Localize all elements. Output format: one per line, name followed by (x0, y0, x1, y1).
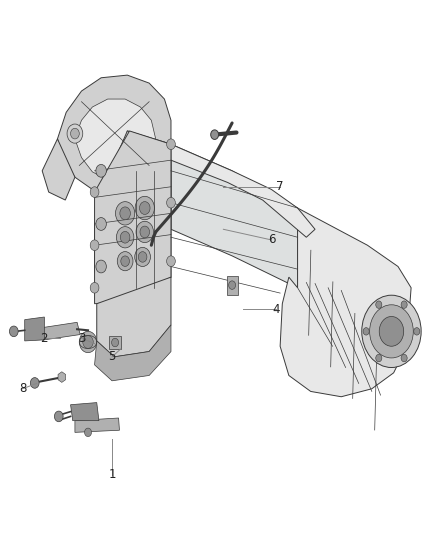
Bar (227, 276, 238, 295)
Circle shape (140, 226, 150, 238)
Circle shape (116, 201, 135, 225)
Circle shape (90, 187, 99, 197)
Circle shape (85, 428, 92, 437)
Circle shape (362, 295, 421, 368)
Circle shape (414, 328, 420, 335)
Circle shape (138, 252, 147, 262)
Circle shape (120, 207, 131, 220)
Text: 2: 2 (40, 332, 47, 345)
Polygon shape (75, 418, 120, 432)
Circle shape (96, 260, 106, 273)
Circle shape (376, 301, 382, 309)
Circle shape (166, 197, 175, 208)
Circle shape (71, 128, 79, 139)
Circle shape (135, 247, 150, 266)
Circle shape (30, 377, 39, 388)
Circle shape (401, 354, 407, 362)
Polygon shape (57, 75, 171, 195)
Circle shape (136, 221, 153, 243)
Circle shape (166, 139, 175, 150)
Polygon shape (25, 317, 44, 341)
Polygon shape (95, 131, 171, 301)
Text: 6: 6 (268, 233, 275, 246)
Circle shape (379, 317, 404, 346)
Circle shape (10, 326, 18, 337)
Circle shape (166, 256, 175, 266)
Polygon shape (171, 144, 297, 288)
Text: 3: 3 (78, 332, 85, 345)
Text: 5: 5 (108, 350, 116, 364)
Polygon shape (280, 208, 411, 397)
Text: 4: 4 (272, 303, 279, 316)
Circle shape (376, 354, 382, 362)
Circle shape (121, 256, 130, 266)
Circle shape (79, 332, 97, 353)
Circle shape (83, 336, 93, 349)
Polygon shape (127, 131, 315, 237)
Polygon shape (95, 131, 171, 304)
Circle shape (117, 227, 134, 248)
Circle shape (67, 124, 83, 143)
Text: 8: 8 (19, 382, 26, 395)
Circle shape (139, 201, 150, 214)
Polygon shape (42, 139, 75, 200)
Polygon shape (75, 99, 155, 180)
Polygon shape (71, 402, 99, 421)
Circle shape (54, 411, 63, 422)
Text: 1: 1 (108, 469, 116, 481)
Circle shape (117, 252, 133, 271)
Circle shape (363, 328, 369, 335)
Circle shape (90, 282, 99, 293)
Circle shape (96, 217, 106, 230)
Circle shape (112, 338, 119, 347)
Circle shape (96, 165, 106, 177)
Circle shape (211, 130, 219, 140)
Text: 7: 7 (276, 180, 284, 193)
Circle shape (370, 305, 413, 358)
Bar (109, 336, 121, 349)
Circle shape (120, 231, 130, 243)
Polygon shape (42, 322, 80, 340)
Circle shape (229, 281, 236, 289)
Circle shape (401, 301, 407, 309)
Polygon shape (97, 277, 171, 357)
Circle shape (90, 240, 99, 251)
Polygon shape (95, 325, 171, 381)
Circle shape (135, 196, 154, 220)
